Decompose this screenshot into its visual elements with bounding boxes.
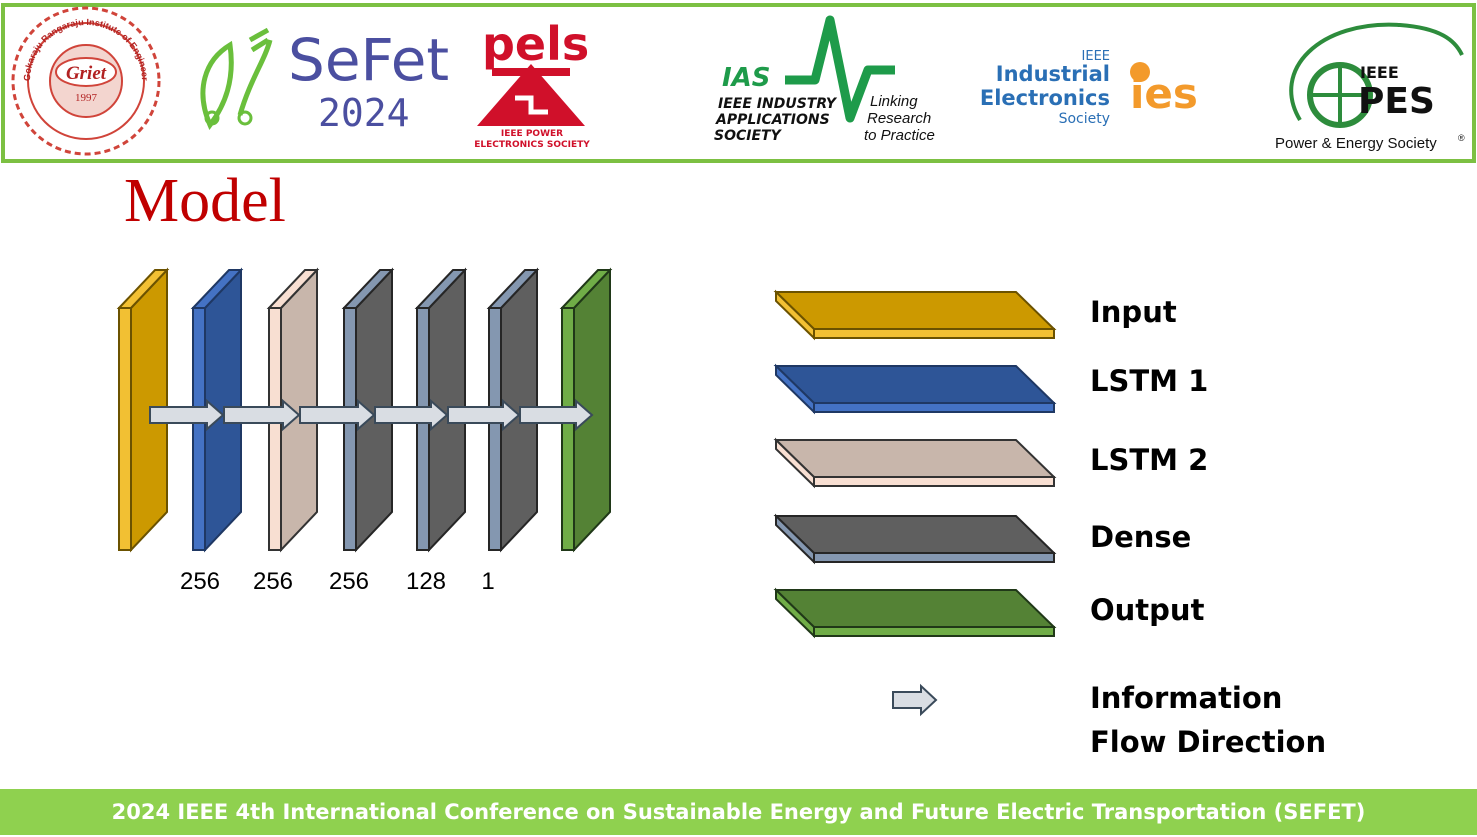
ias-line2: APPLICATIONS bbox=[715, 112, 830, 128]
pes-name: Power & Energy Society bbox=[1275, 135, 1437, 152]
ias-line1: IEEE INDUSTRY bbox=[718, 96, 838, 112]
pes-logo: IEEE PES Power & Energy Society ® bbox=[1275, 22, 1465, 152]
legend-plate-output bbox=[773, 587, 1057, 639]
slide-title: Model bbox=[124, 167, 286, 235]
footer-banner: 2024 IEEE 4th International Conference o… bbox=[0, 789, 1477, 835]
legend-label-dense: Dense bbox=[1090, 520, 1192, 554]
pels-logo: pels IEEE POWER ELECTRONICS SOCIETY bbox=[474, 17, 590, 150]
legend-label-lstm1: LSTM 1 bbox=[1090, 364, 1209, 398]
pels-line1: IEEE POWER bbox=[501, 129, 563, 139]
layer-7-output bbox=[559, 267, 613, 553]
legend-plate-input bbox=[773, 289, 1057, 341]
griet-name: Griet bbox=[66, 63, 107, 84]
ies-line1: Industrial bbox=[996, 62, 1110, 86]
pes-reg: ® bbox=[1458, 133, 1465, 143]
legend-plate-dense bbox=[773, 513, 1057, 565]
legend-flow-arrow bbox=[892, 683, 938, 717]
ias-abbr: IAS bbox=[722, 63, 771, 93]
pes-abbr: PES bbox=[1358, 81, 1435, 122]
flow-arrow-4 bbox=[374, 398, 449, 432]
ias-logo: IAS IEEE INDUSTRY APPLICATIONS SOCIETY L… bbox=[714, 15, 935, 144]
layer-unit-label: 128 bbox=[405, 568, 447, 595]
legend-label-lstm2: LSTM 2 bbox=[1090, 443, 1209, 477]
pels-line2: ELECTRONICS SOCIETY bbox=[474, 140, 590, 150]
flow-arrows bbox=[149, 398, 594, 432]
legend-arrow-label-line2: Flow Direction bbox=[1090, 725, 1327, 759]
layer-unit-label: 1 bbox=[481, 568, 495, 595]
ias-line3: SOCIETY bbox=[714, 128, 783, 144]
flow-arrow-1 bbox=[149, 398, 225, 432]
ies-line3: Society bbox=[1059, 111, 1110, 127]
legend-label-input: Input bbox=[1090, 295, 1177, 329]
legend-plate-lstm2 bbox=[773, 437, 1057, 489]
model-architecture-diagram bbox=[116, 267, 1057, 717]
sefet-year: 2024 bbox=[318, 91, 410, 135]
ias-tag1: Linking bbox=[870, 93, 918, 110]
legend-plate-lstm1 bbox=[773, 363, 1057, 415]
layer-unit-label: 256 bbox=[179, 568, 221, 595]
layer-unit-label: 256 bbox=[252, 568, 294, 595]
legend-plates bbox=[773, 289, 1057, 717]
footer-conference-title: 2024 IEEE 4th International Conference o… bbox=[111, 800, 1366, 824]
flow-arrow-6 bbox=[519, 398, 594, 432]
ias-tag2: Research bbox=[867, 110, 931, 127]
ies-mark: ies bbox=[1130, 69, 1198, 118]
flow-arrow-2 bbox=[223, 398, 301, 432]
ies-ieee: IEEE bbox=[1082, 49, 1110, 64]
logo-strip: Griet 1997 Gokaraju Rangaraju Institute … bbox=[0, 0, 1465, 156]
logo-banner bbox=[1, 3, 1476, 163]
sefet-title: SeFet bbox=[288, 26, 449, 94]
ies-line2: Electronics bbox=[980, 86, 1110, 110]
layer-unit-label: 256 bbox=[328, 568, 370, 595]
ias-tag3: to Practice bbox=[864, 127, 935, 144]
pels-title: pels bbox=[482, 17, 589, 71]
legend-arrow-label-line1: Information bbox=[1090, 681, 1283, 715]
pes-ieee: IEEE bbox=[1360, 63, 1399, 82]
flow-arrow-5 bbox=[447, 398, 521, 432]
flow-arrow-3 bbox=[299, 398, 376, 432]
griet-year: 1997 bbox=[75, 92, 98, 104]
ies-logo: IEEE Industrial Electronics Society ies bbox=[980, 49, 1198, 127]
sefet-logo: SeFet 2024 bbox=[200, 26, 449, 135]
legend-label-output: Output bbox=[1090, 593, 1205, 627]
